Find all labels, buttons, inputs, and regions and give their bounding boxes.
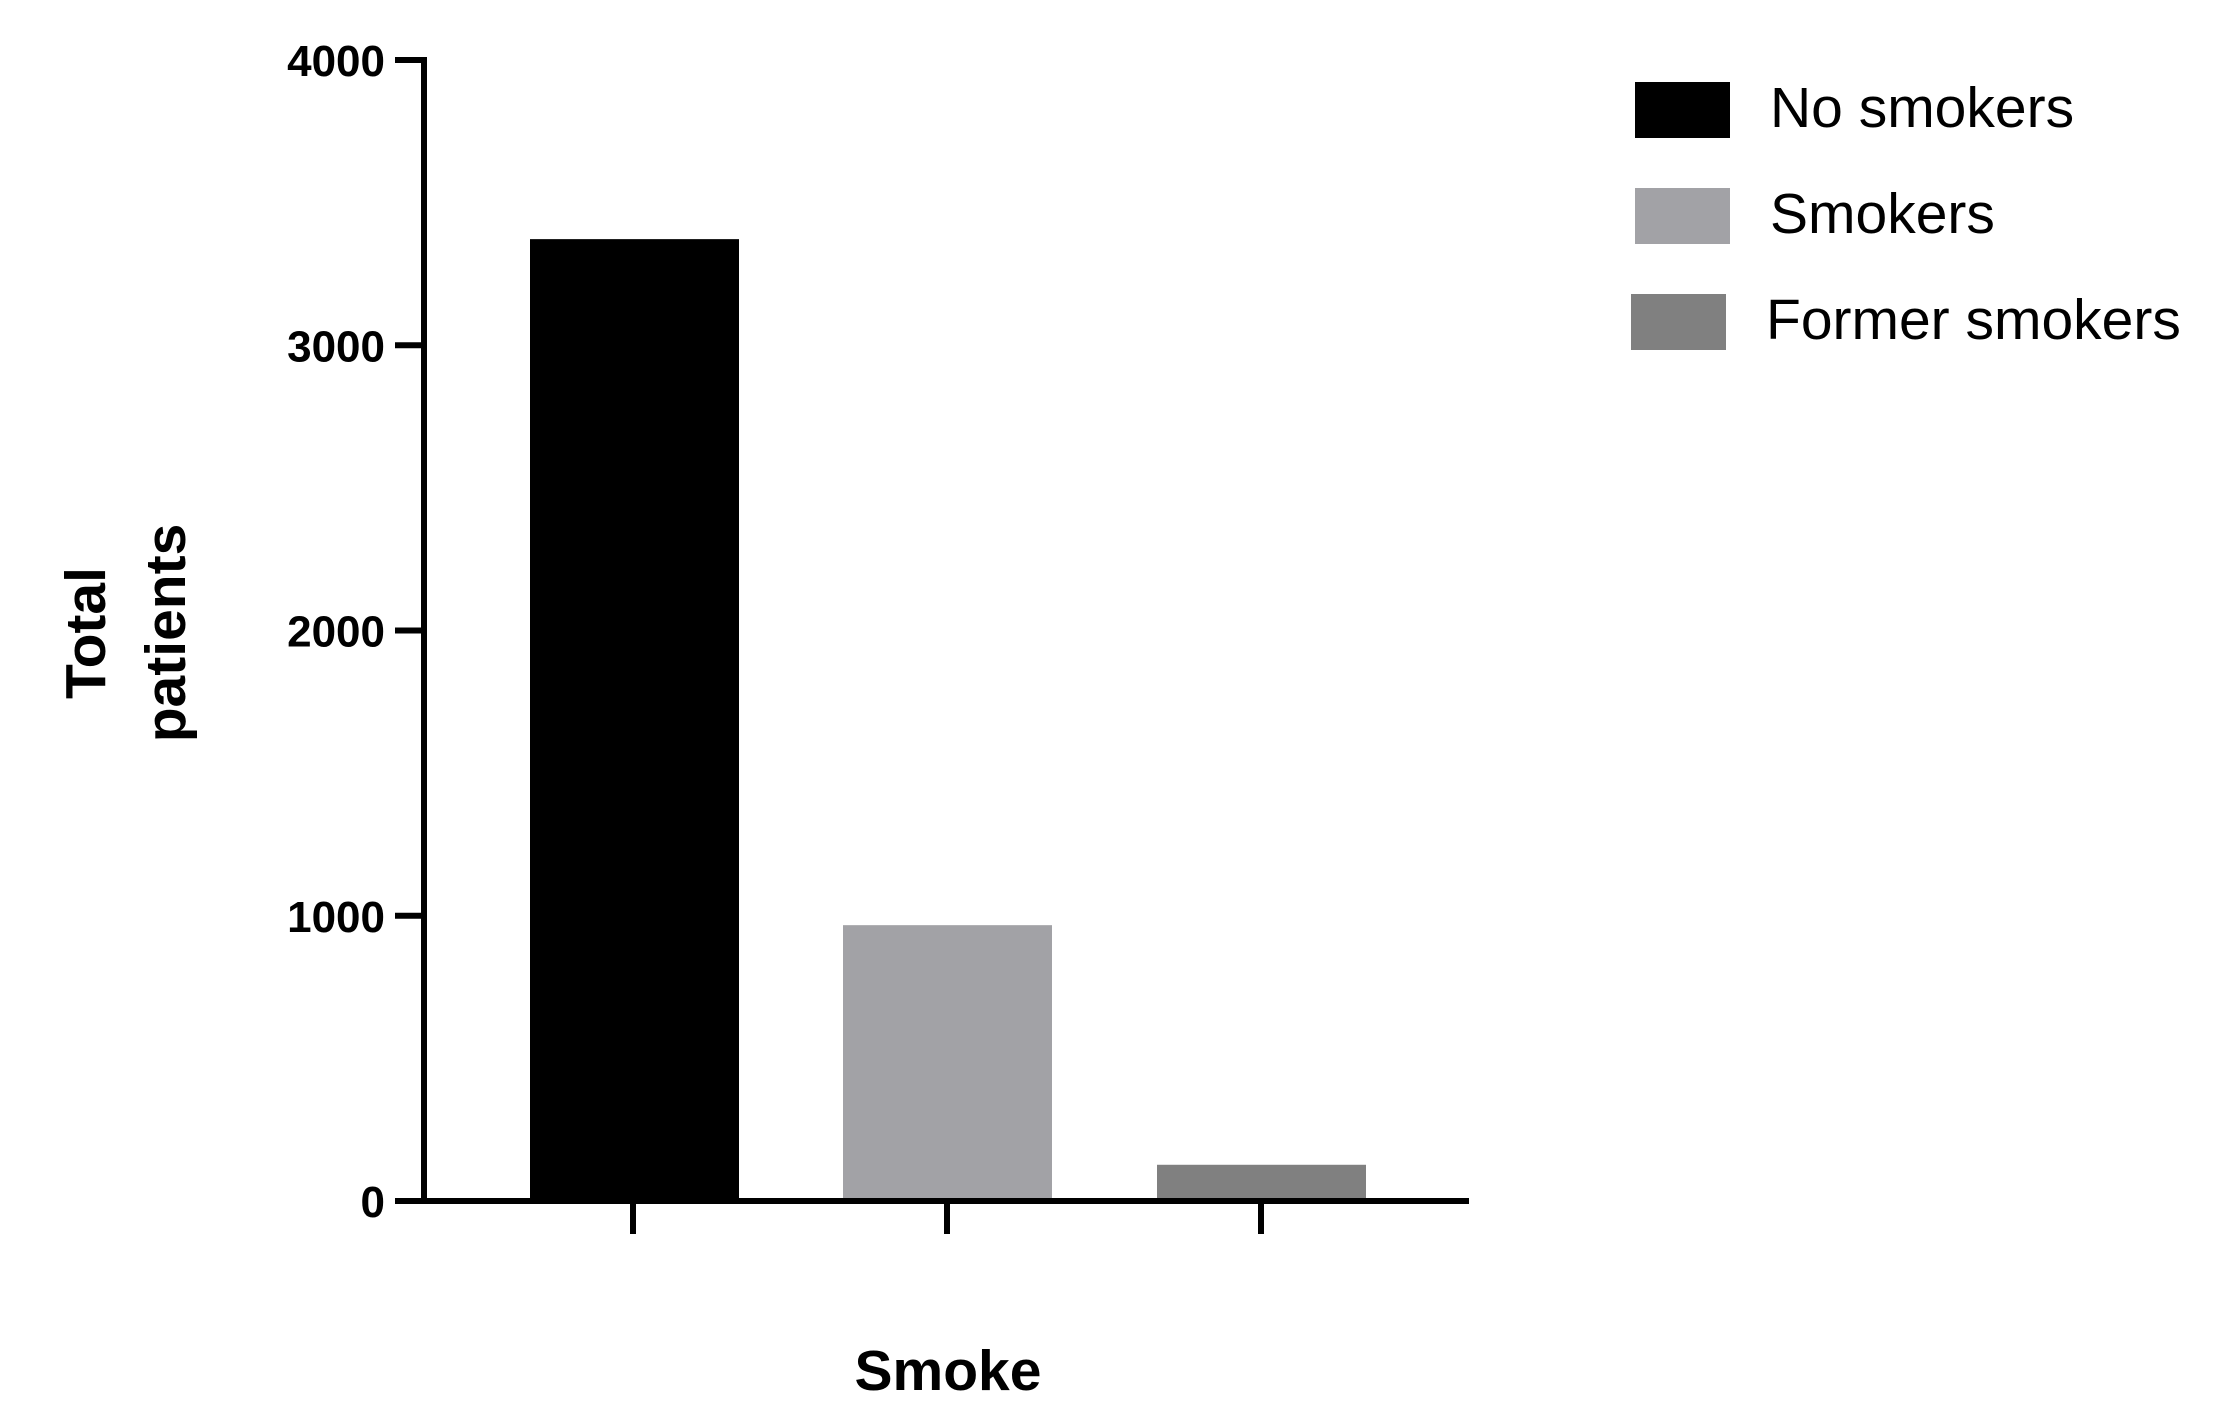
legend-swatch (1635, 188, 1730, 244)
y-axis-label-line1: Total (54, 567, 118, 699)
legend-swatch (1631, 294, 1726, 350)
y-tick-label: 3000 (287, 322, 385, 371)
bar-no-smokers (530, 239, 739, 1202)
legend-label: Smokers (1770, 182, 1995, 246)
y-tick-label: 1000 (287, 893, 385, 942)
bar-smokers (843, 925, 1052, 1201)
bar-former-smokers (1157, 1164, 1366, 1201)
legend-label: Former smokers (1766, 288, 2181, 352)
y-tick-label: 2000 (287, 608, 385, 657)
y-tick-label: 0 (361, 1178, 385, 1227)
legend-swatch (1635, 82, 1730, 138)
legend-label: No smokers (1770, 76, 2074, 140)
y-tick-label: 4000 (287, 37, 385, 86)
y-axis-label-line2: patients (134, 524, 198, 743)
x-axis-label: Smoke (855, 1339, 1042, 1403)
